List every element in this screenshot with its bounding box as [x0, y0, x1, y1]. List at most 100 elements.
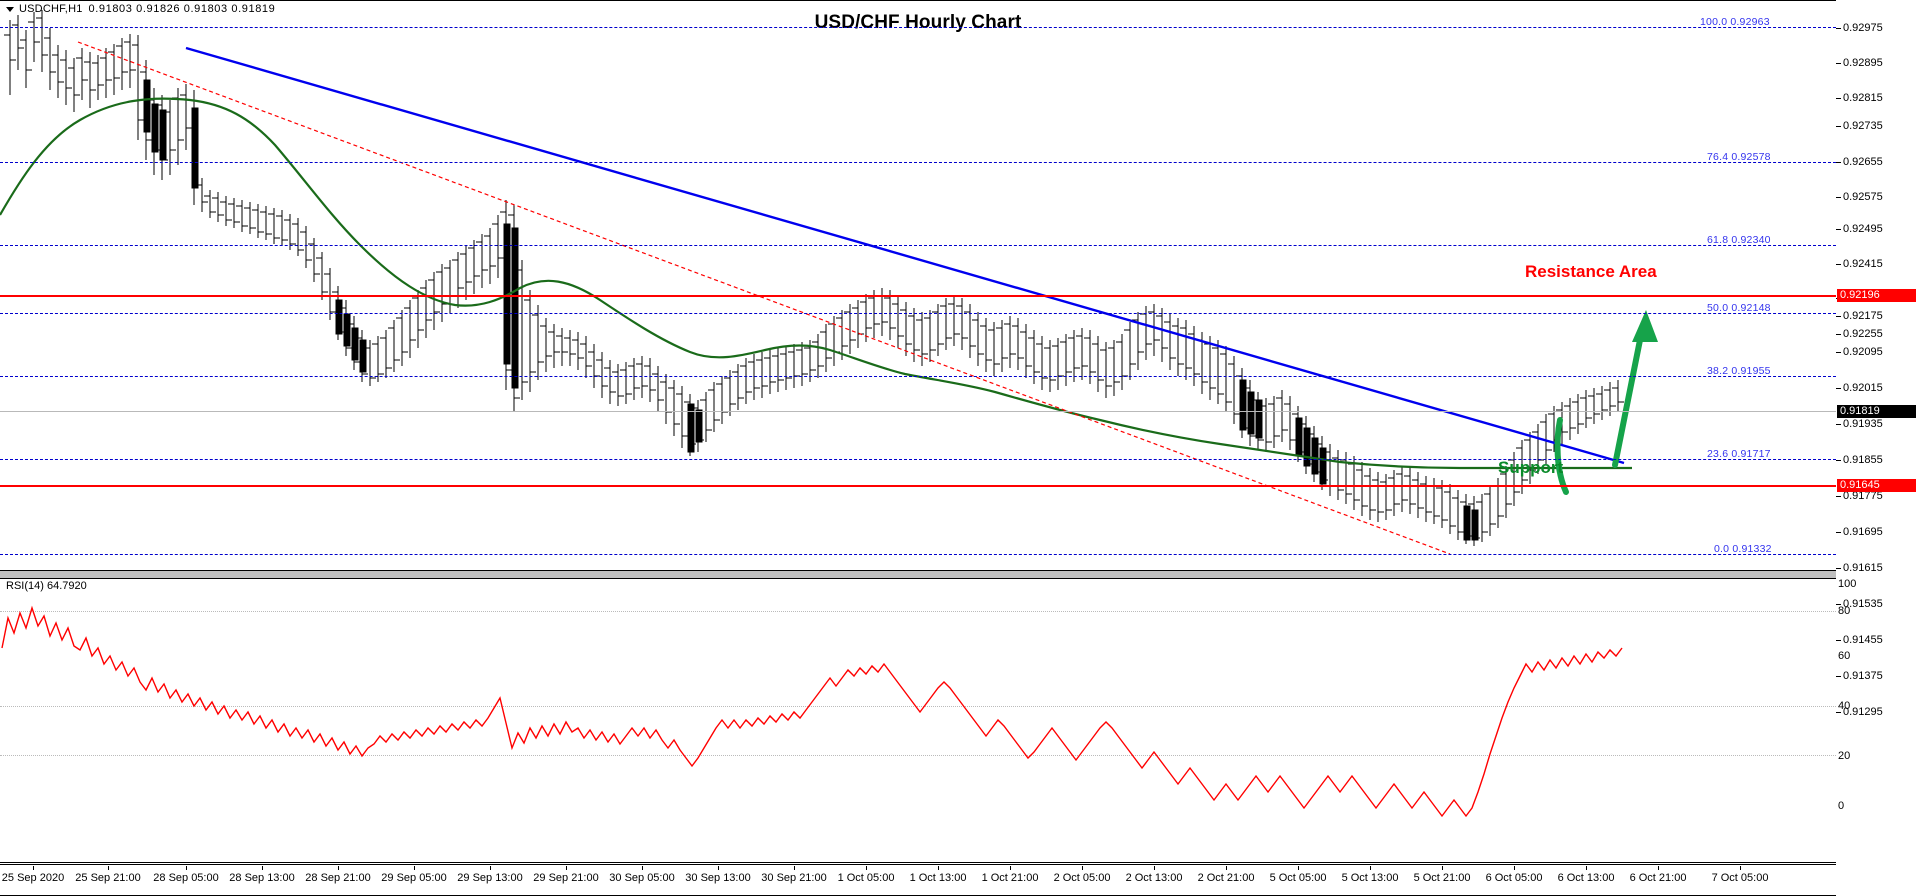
rsi-tick-100: 100: [1838, 578, 1857, 590]
collapse-triangle-icon[interactable]: [6, 6, 14, 12]
price-tick-label: 0.91535: [1843, 598, 1883, 611]
time-axis[interactable]: 25 Sep 2020 25 Sep 21:00 28 Sep 05:00 28…: [0, 866, 1836, 896]
price-tick: 0.92655: [1836, 155, 1916, 169]
price-tick: 0.91455: [1836, 633, 1916, 647]
moving-average-line: [0, 97, 1632, 470]
fib-line-61: [0, 245, 1836, 246]
price-tick-label: 0.92415: [1843, 258, 1883, 271]
time-tick-label: 30 Sep 05:00: [609, 872, 675, 884]
price-tick: 0.92815: [1836, 91, 1916, 105]
rsi-grid-40: [0, 706, 1836, 707]
price-tick-label: 0.92655: [1843, 156, 1883, 169]
green-up-arrow-icon: [1612, 310, 1658, 468]
fib-label-0: 0.0 0.91332: [1714, 543, 1772, 555]
rsi-chart-canvas: [1, 605, 1623, 818]
price-tick: 0.91615: [1836, 561, 1916, 575]
time-tick-label: 28 Sep 05:00: [153, 872, 219, 884]
time-tick-label: 2 Oct 13:00: [1125, 872, 1183, 884]
rsi-tick-20: 20: [1838, 750, 1851, 762]
price-tick: 0.92495: [1836, 222, 1916, 236]
rsi-tick-40: 40: [1838, 700, 1851, 712]
green-hook-marker: [1554, 417, 1569, 495]
support-price-badge: 0.91645: [1837, 479, 1916, 492]
rsi-indicator-label: RSI(14) 64.7920: [6, 580, 87, 592]
time-tick-label: 6 Oct 05:00: [1485, 872, 1543, 884]
price-tick: 0.92415: [1836, 257, 1916, 271]
rsi-pane-bottom-border: [0, 862, 1836, 863]
price-tick: 0.92095: [1836, 345, 1916, 359]
price-tick-label: 0.92815: [1843, 92, 1883, 105]
fib-label-23: 23.6 0.91717: [1707, 448, 1771, 460]
price-tick: 0.92575: [1836, 190, 1916, 204]
time-tick-label: 29 Sep 21:00: [533, 872, 599, 884]
resistance-area-label: Resistance Area: [1525, 262, 1657, 281]
price-tick-label: 0.92175: [1843, 310, 1883, 323]
time-tick-label: 2 Oct 21:00: [1197, 872, 1255, 884]
time-tick-label: 25 Sep 2020: [1, 872, 65, 884]
price-tick: 0.91855: [1836, 453, 1916, 467]
price-tick: 0.91535: [1836, 597, 1916, 611]
resistance-price-badge: 0.92196: [1837, 289, 1916, 302]
time-tick-label: 30 Sep 21:00: [761, 872, 827, 884]
fib-label-38: 38.2 0.91955: [1707, 365, 1771, 377]
price-tick-label: 0.91455: [1843, 634, 1883, 647]
current-price-badge: 0.91819: [1837, 405, 1916, 418]
fib-label-61: 61.8 0.92340: [1707, 234, 1771, 246]
fib-label-76: 76.4 0.92578: [1707, 151, 1771, 163]
rsi-grid-20: [0, 755, 1836, 756]
price-tick: 0.92975: [1836, 21, 1916, 35]
price-tick-label: 0.91295: [1843, 706, 1883, 719]
price-tick-label: 0.92895: [1843, 57, 1883, 70]
blue-downtrend-line: [185, 46, 1625, 465]
fib-line-23: [0, 459, 1836, 460]
page-title: USD/CHF Hourly Chart: [814, 12, 1022, 33]
price-tick: 0.91695: [1836, 525, 1916, 539]
time-tick-label: 2 Oct 05:00: [1053, 872, 1111, 884]
time-tick-label: 28 Sep 13:00: [229, 872, 295, 884]
price-tick: 0.91375: [1836, 669, 1916, 683]
candlestick-series: [4, 10, 1624, 546]
time-tick-label: 5 Oct 05:00: [1269, 872, 1327, 884]
time-tick-label: 5 Oct 13:00: [1341, 872, 1399, 884]
rsi-tick-0: 0: [1838, 800, 1845, 812]
price-tick-label: 0.91695: [1843, 526, 1883, 539]
rsi-pane-bottom-border2: [0, 864, 1836, 865]
fib-line-76: [0, 162, 1836, 163]
fib-line-50: [0, 313, 1836, 314]
rsi-tick-60: 60: [1838, 650, 1851, 662]
price-tick: 0.92255: [1836, 327, 1916, 341]
price-axis[interactable]: 0.92975 0.92895 0.92815 0.92735 0.92655 …: [1836, 0, 1916, 896]
price-tick: 0.92015: [1836, 381, 1916, 395]
time-tick-label: 6 Oct 21:00: [1629, 872, 1687, 884]
price-tick: 0.91935: [1836, 417, 1916, 431]
time-tick-label: 1 Oct 21:00: [981, 872, 1039, 884]
red-dashed-trendline: [77, 41, 1451, 555]
time-tick-label: 29 Sep 13:00: [457, 872, 523, 884]
window-top-border: [0, 0, 1916, 1]
price-tick-label: 0.91615: [1843, 562, 1883, 575]
time-tick-label: 29 Sep 05:00: [381, 872, 447, 884]
time-tick-label: 25 Sep 21:00: [75, 872, 141, 884]
pane-separator-bottom: [0, 578, 1836, 579]
price-tick: 0.92175: [1836, 309, 1916, 323]
time-tick-label: 6 Oct 13:00: [1557, 872, 1615, 884]
time-tick-label: 1 Oct 13:00: [909, 872, 967, 884]
fib-label-100: 100.0 0.92963: [1700, 16, 1770, 28]
fib-line-0: [0, 554, 1836, 555]
ohlc-values: 0.91803 0.91826 0.91803 0.91819: [88, 3, 276, 15]
time-tick-label: 28 Sep 21:00: [305, 872, 371, 884]
price-tick-label: 0.92095: [1843, 346, 1883, 359]
current-price-line: [0, 411, 1836, 412]
rsi-grid-80: [0, 611, 1836, 612]
price-tick-label: 0.91375: [1843, 670, 1883, 683]
fib-line-38: [0, 376, 1836, 377]
price-tick-label: 0.91855: [1843, 454, 1883, 467]
pane-separator-band[interactable]: [0, 571, 1836, 578]
pane-separator-top: [0, 570, 1836, 571]
rsi-line: [1, 605, 1623, 818]
time-tick-label: 5 Oct 21:00: [1413, 872, 1471, 884]
price-tick-label: 0.92575: [1843, 191, 1883, 204]
support-label: Support: [1498, 458, 1564, 477]
time-tick-label: 30 Sep 13:00: [685, 872, 751, 884]
